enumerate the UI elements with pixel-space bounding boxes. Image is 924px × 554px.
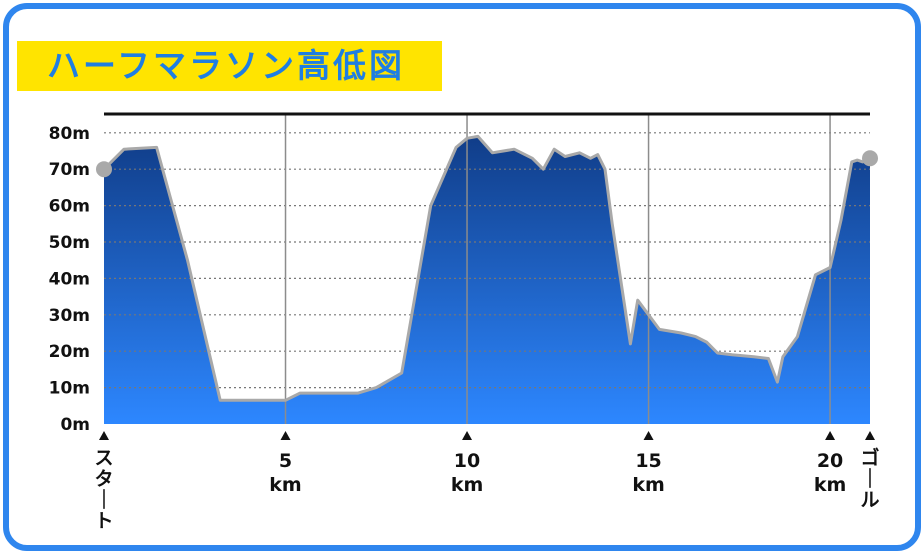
chart-title: ハーフマラソン高低図 — [47, 46, 406, 85]
x-tick-label-char: ｜ — [94, 488, 113, 511]
title-banner: ハーフマラソン高低図 — [17, 41, 442, 91]
x-tick-unit: km — [269, 474, 301, 496]
y-tick-label: 40m — [49, 269, 90, 289]
x-tick-marker — [99, 431, 109, 440]
endpoint-marker — [862, 150, 878, 167]
x-tick-label-char: ス — [94, 447, 113, 469]
x-tick-marker — [865, 431, 875, 440]
x-tick-label: 10 — [454, 450, 480, 472]
y-tick-label: 10m — [49, 379, 90, 399]
x-tick-marker — [280, 431, 291, 440]
y-tick-label: 0m — [60, 415, 90, 435]
elevation-line — [102, 134, 871, 402]
x-tick-label-char: ル — [860, 489, 879, 511]
endpoint-marker — [96, 161, 112, 178]
y-tick-label: 60m — [49, 197, 90, 217]
x-tick-label: 5 — [279, 450, 292, 472]
y-tick-label: 30m — [49, 306, 90, 326]
x-tick-unit: km — [814, 474, 846, 496]
y-tick-label: 50m — [49, 233, 90, 253]
y-tick-label: 20m — [49, 342, 90, 362]
x-tick-unit: km — [451, 474, 483, 496]
x-tick-label: 20 — [817, 450, 843, 472]
x-tick-marker — [825, 431, 836, 440]
y-tick-label: 70m — [49, 160, 90, 180]
x-tick-label-char: タ — [94, 468, 113, 490]
x-tick-label: 15 — [635, 450, 661, 472]
x-tick-marker — [462, 431, 473, 440]
x-tick-label-char: ト — [94, 510, 113, 532]
elevation-area — [104, 136, 870, 424]
x-tick-label-char: ゴ — [860, 446, 879, 469]
x-tick-marker — [643, 431, 654, 440]
x-tick-unit: km — [632, 474, 664, 496]
x-tick-label-char: ｜ — [860, 467, 879, 490]
y-tick-label: 80m — [49, 124, 90, 144]
